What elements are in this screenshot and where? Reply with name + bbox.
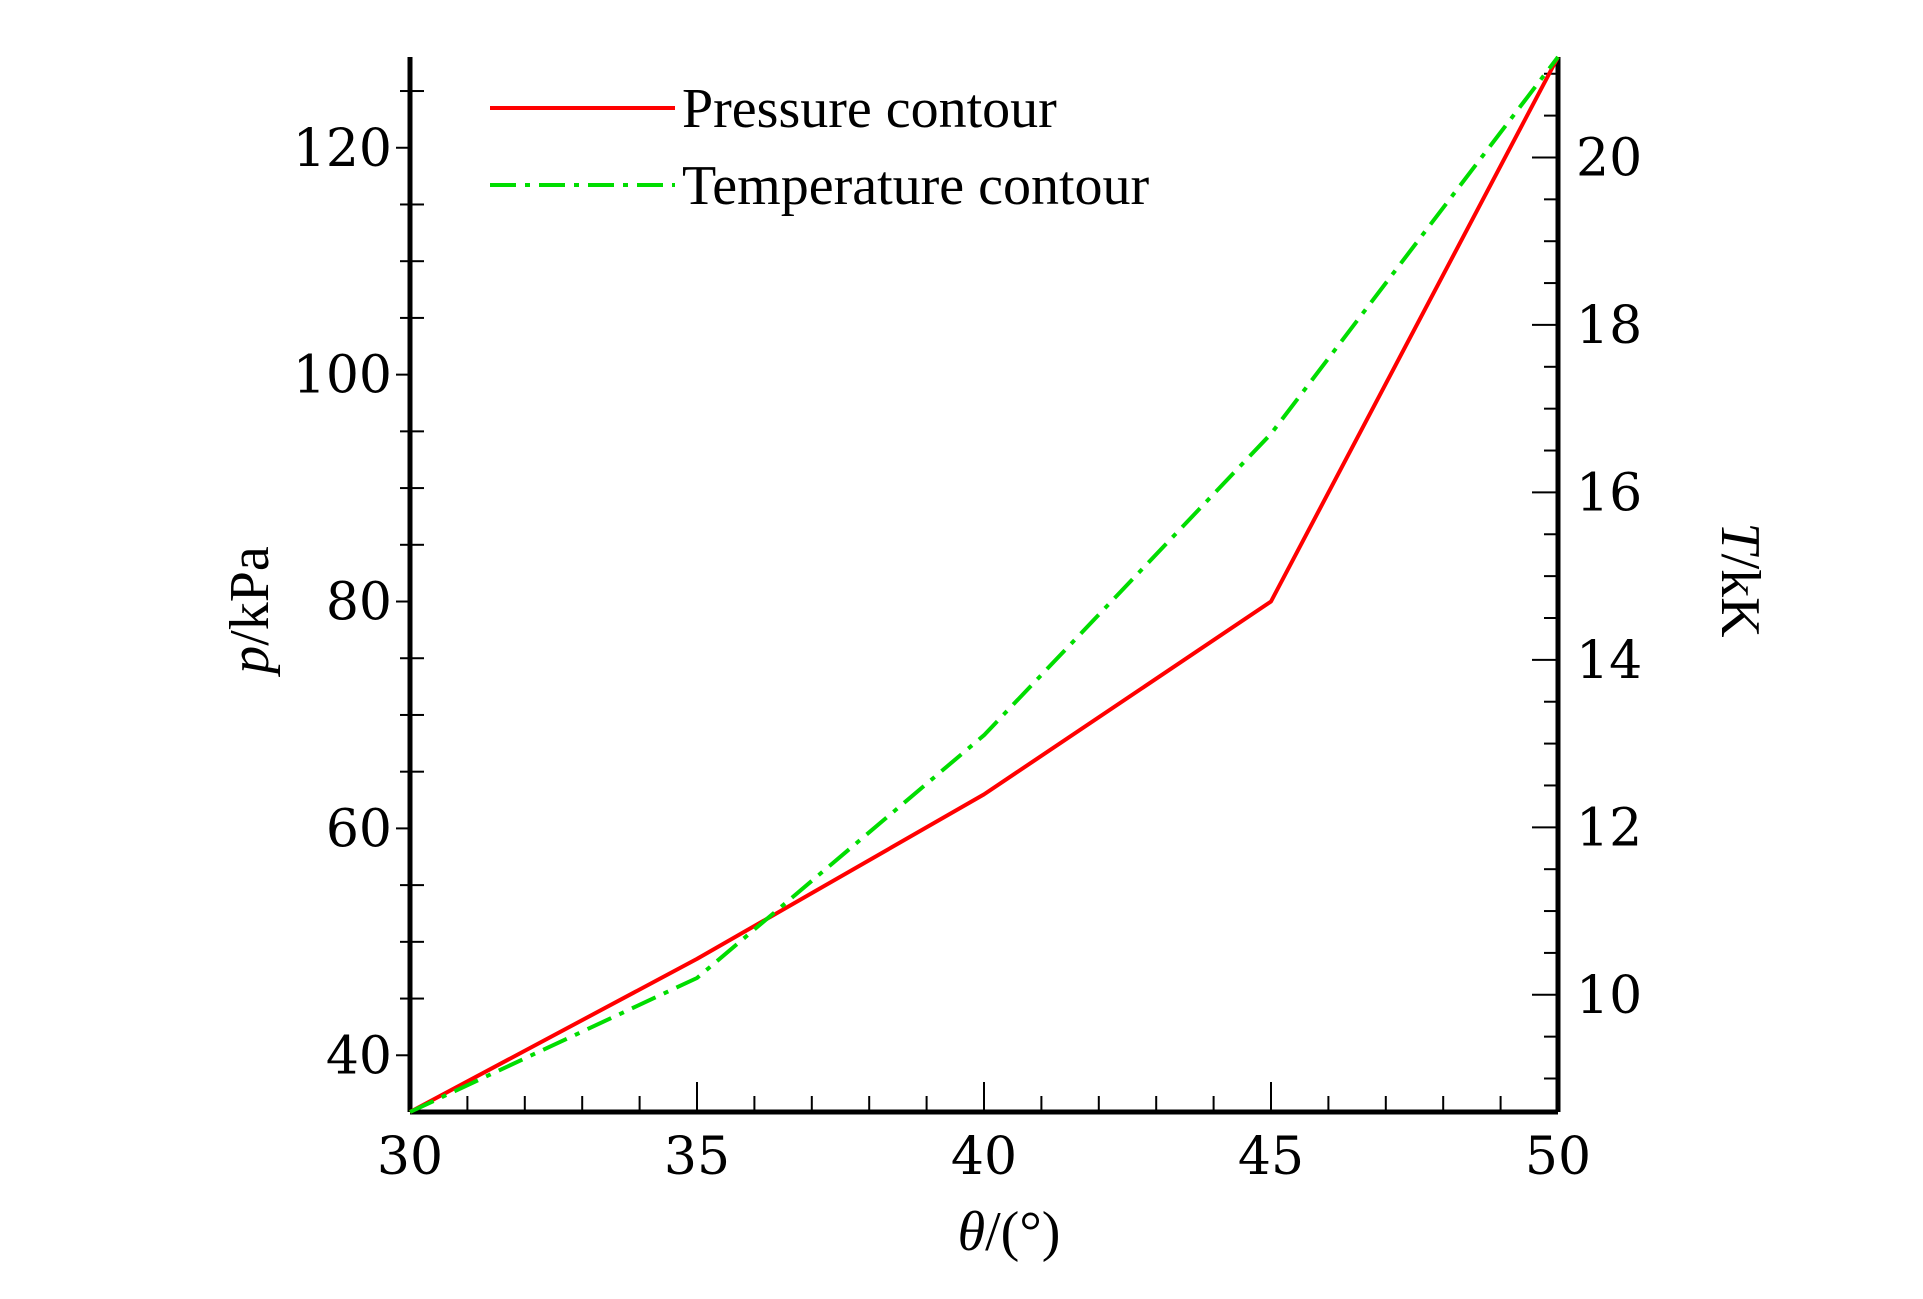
temperature-series-line — [409, 55, 1560, 1114]
left-y-axis-title: p/kPa — [219, 546, 281, 678]
y-left-tick-label: 100 — [293, 346, 392, 406]
x-tick-label: 50 — [1525, 1127, 1591, 1187]
y-left-tick-label: 60 — [326, 799, 392, 859]
y-right-tick-label: 12 — [1576, 798, 1642, 858]
y-left-tick-label: 120 — [293, 119, 392, 179]
legend-label-temperature: Temperature contour — [682, 155, 1150, 217]
x-tick-label: 30 — [377, 1127, 443, 1187]
left-y-axis-ticks: 40 60 80 100 120 — [293, 90, 424, 1086]
x-tick-label: 45 — [1238, 1127, 1304, 1187]
y-right-tick-label: 18 — [1576, 296, 1642, 356]
x-axis-title: θ/(°) — [958, 1201, 1061, 1263]
x-tick-label: 35 — [664, 1127, 730, 1187]
right-y-axis-ticks: 10 12 14 16 18 20 — [1532, 72, 1642, 1080]
y-right-tick-label: 20 — [1576, 128, 1642, 188]
right-y-axis-title: T/kK — [1709, 522, 1771, 637]
x-tick-label: 40 — [951, 1127, 1017, 1187]
series-group — [409, 55, 1560, 1114]
pressure-series-line — [409, 56, 1560, 1114]
legend: Pressure contour Temperature contour — [490, 78, 1150, 217]
x-axis-ticks: 30 35 40 45 50 — [377, 1082, 1591, 1187]
y-left-tick-label: 40 — [326, 1026, 392, 1086]
y-right-tick-label: 10 — [1576, 966, 1642, 1026]
y-left-tick-label: 80 — [326, 573, 392, 633]
y-right-tick-label: 14 — [1576, 631, 1642, 691]
legend-label-pressure: Pressure contour — [682, 78, 1057, 140]
y-right-tick-label: 16 — [1576, 463, 1642, 523]
